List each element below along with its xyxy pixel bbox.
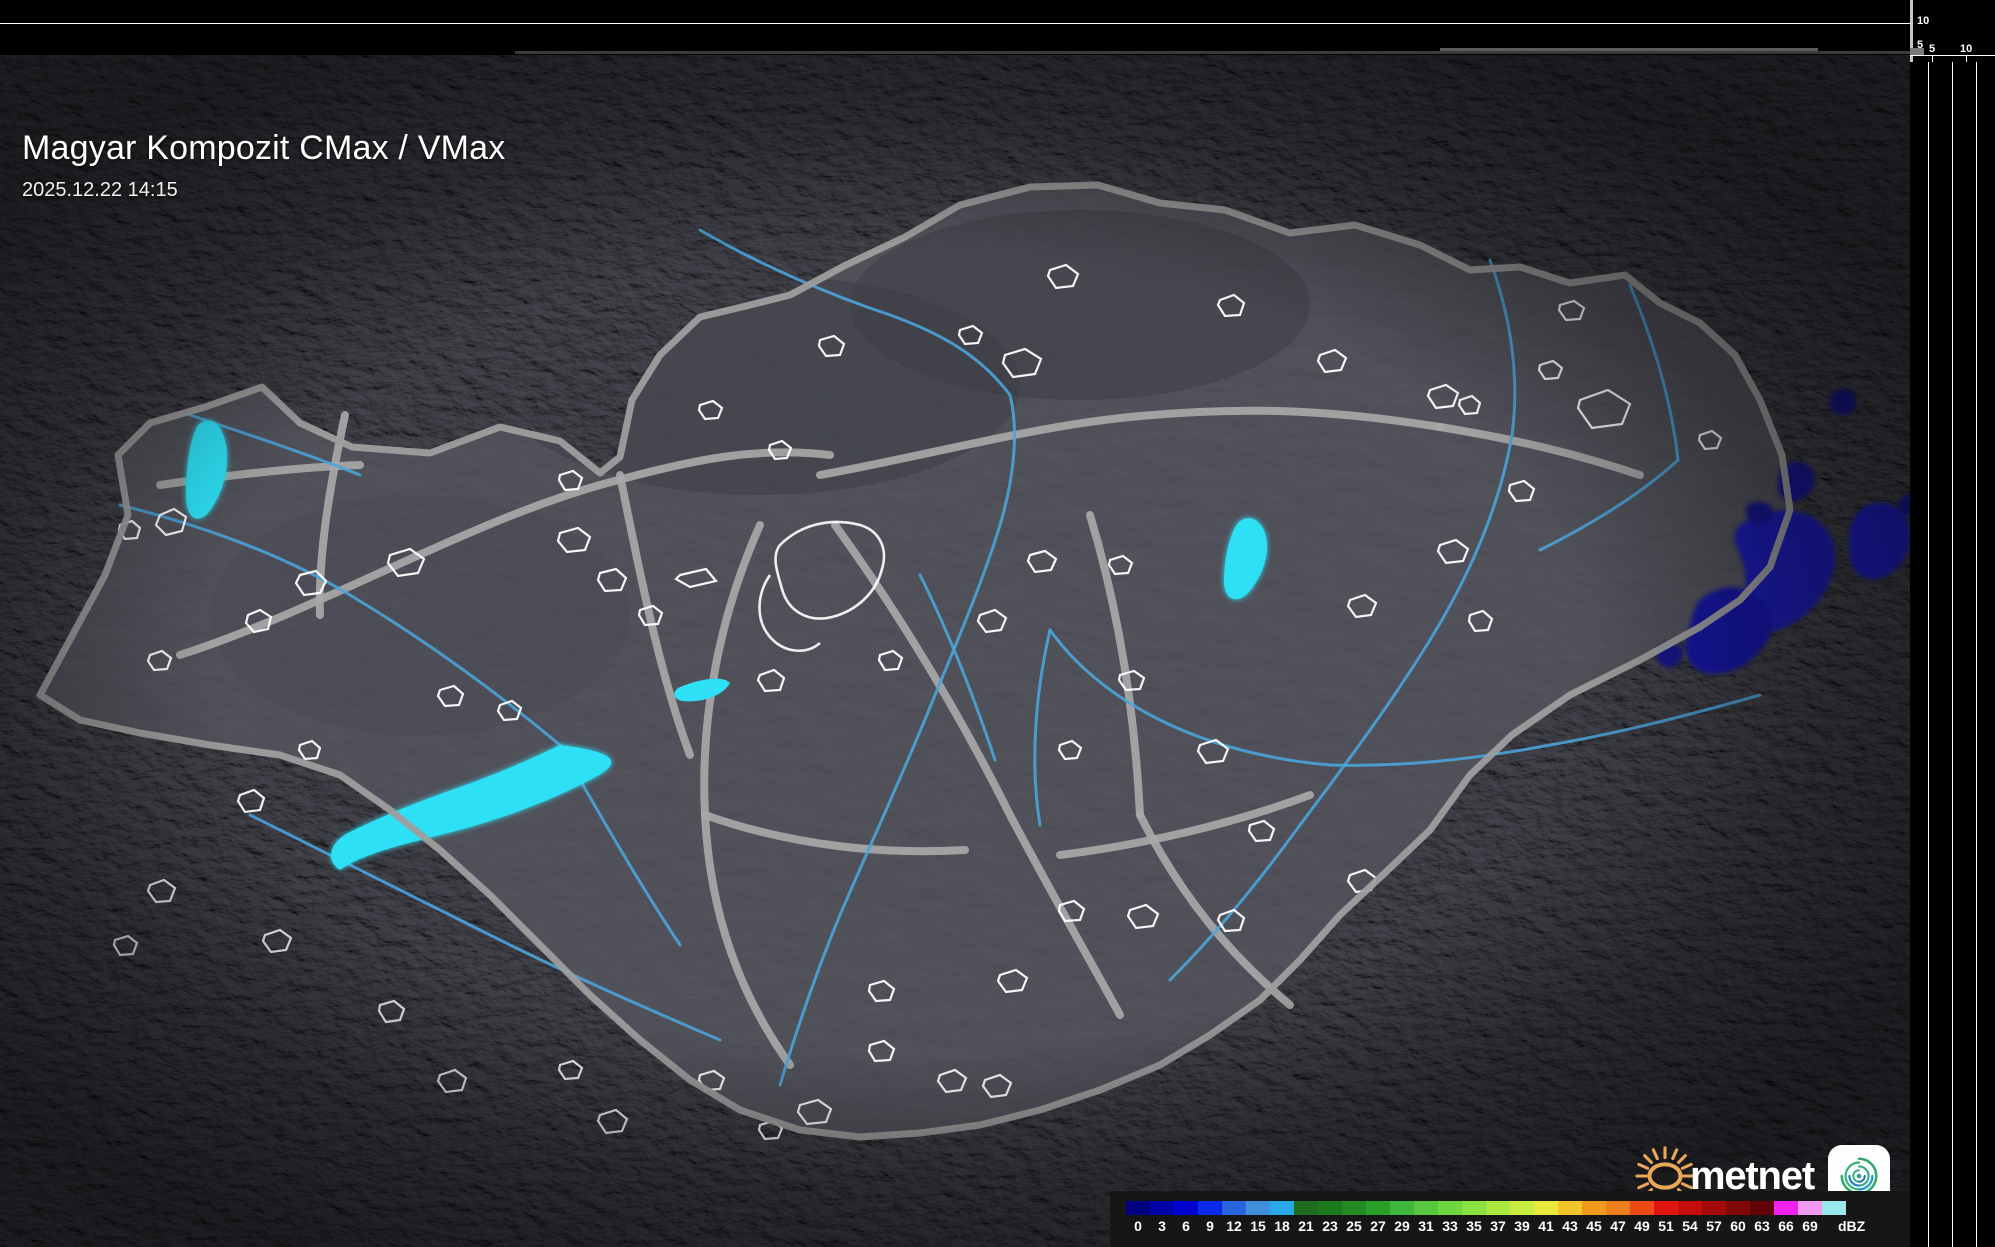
- radar-echo-east: [1848, 502, 1910, 580]
- cross-section-x-axis: [1910, 55, 1995, 56]
- dbz-tick-label: 9: [1206, 1218, 1214, 1234]
- cross-section-x-tickmark-10: [1966, 56, 1967, 64]
- dbz-swatch: [1486, 1201, 1510, 1215]
- dbz-swatch: [1798, 1201, 1822, 1215]
- hungary-border: [36, 181, 1794, 1141]
- dbz-tick-label: 27: [1370, 1218, 1386, 1234]
- dbz-swatch: [1678, 1201, 1702, 1215]
- dbz-tick-label: 37: [1490, 1218, 1506, 1234]
- radar-map-canvas[interactable]: Magyar Kompozit CMax / VMax 2025.12.22 1…: [0, 55, 1910, 1247]
- dbz-swatch: [1342, 1201, 1366, 1215]
- county-boundary-layer: [758, 520, 886, 652]
- panel-divider-3: [1976, 62, 1977, 1247]
- dbz-swatch-strip: [1126, 1201, 1846, 1215]
- dbz-tick-label: 66: [1778, 1218, 1794, 1234]
- dbz-tick-label: 31: [1418, 1218, 1434, 1234]
- dbz-swatch: [1462, 1201, 1486, 1215]
- dbz-swatch: [1822, 1201, 1846, 1215]
- dbz-swatch: [1606, 1201, 1630, 1215]
- dbz-swatch: [1702, 1201, 1726, 1215]
- dbz-tick-label: 51: [1658, 1218, 1674, 1234]
- page-title: Magyar Kompozit CMax / VMax: [22, 129, 506, 167]
- dbz-color-scale: 0 3 6 9 12 15 18 21 23 25 27 29 31 33 35 37 39 41 43 45 47 49…: [1110, 1191, 1910, 1247]
- dbz-swatch: [1630, 1201, 1654, 1215]
- dbz-tick-label: 12: [1226, 1218, 1242, 1234]
- dbz-swatch: [1558, 1201, 1582, 1215]
- dbz-tick-label: 35: [1466, 1218, 1482, 1234]
- dbz-swatch: [1246, 1201, 1270, 1215]
- dbz-tick-label: 57: [1706, 1218, 1722, 1234]
- dbz-tick-label: 54: [1682, 1218, 1698, 1234]
- cross-section-x-tick-10: 10: [1960, 43, 1973, 55]
- map-title-block: Magyar Kompozit CMax / VMax 2025.12.22 1…: [22, 129, 506, 202]
- dbz-tick-label: 39: [1514, 1218, 1530, 1234]
- dbz-tick-label: 0: [1134, 1218, 1142, 1234]
- dbz-swatch: [1750, 1201, 1774, 1215]
- dbz-swatch: [1174, 1201, 1198, 1215]
- cross-section-y-axis: [1910, 0, 1913, 62]
- dbz-tick-label: 18: [1274, 1218, 1290, 1234]
- dbz-tick-label: 60: [1730, 1218, 1746, 1234]
- dbz-swatch: [1654, 1201, 1678, 1215]
- dbz-tick-label: 29: [1394, 1218, 1410, 1234]
- dbz-swatch: [1318, 1201, 1342, 1215]
- cross-section-axis-corner: [1910, 48, 1924, 55]
- dbz-tick-label: 25: [1346, 1218, 1362, 1234]
- vertical-cross-section-panel: [0, 0, 1910, 47]
- dbz-swatch: [1726, 1201, 1750, 1215]
- cross-section-y-tick-10: 10: [1917, 15, 1930, 27]
- dbz-tick-label: 43: [1562, 1218, 1578, 1234]
- timestamp-label: 2025.12.22 14:15: [22, 179, 178, 202]
- dbz-swatch: [1510, 1201, 1534, 1215]
- cross-section-gridline-10: [0, 23, 1910, 24]
- dbz-tick-label: 15: [1250, 1218, 1266, 1234]
- right-side-panels: [1910, 62, 1995, 1247]
- dbz-swatch: [1582, 1201, 1606, 1215]
- dbz-tick-label: 69: [1802, 1218, 1818, 1234]
- dbz-tick-label: 47: [1610, 1218, 1626, 1234]
- dbz-tick-label: 63: [1754, 1218, 1770, 1234]
- dbz-swatch: [1366, 1201, 1390, 1215]
- dbz-swatch: [1414, 1201, 1438, 1215]
- dbz-swatch: [1294, 1201, 1318, 1215]
- dbz-swatch: [1126, 1201, 1150, 1215]
- dbz-tick-label: 45: [1586, 1218, 1602, 1234]
- dbz-swatch: [1774, 1201, 1798, 1215]
- dbz-swatch: [1222, 1201, 1246, 1215]
- brand-name: metnet: [1690, 1153, 1815, 1198]
- dbz-swatch: [1270, 1201, 1294, 1215]
- map-vector-layer: [0, 55, 1910, 1247]
- cross-section-bar-base: [515, 51, 1910, 54]
- dbz-swatch: [1438, 1201, 1462, 1215]
- road-network-layer: [156, 406, 1644, 1069]
- settlement-outline-layer: [112, 263, 1723, 1141]
- dbz-tick-label: 6: [1182, 1218, 1190, 1234]
- dbz-tick-label: 41: [1538, 1218, 1554, 1234]
- cross-section-x-tickmark-5: [1932, 56, 1933, 64]
- dbz-swatch: [1198, 1201, 1222, 1215]
- dbz-unit-label: dBZ: [1838, 1218, 1866, 1234]
- dbz-tick-label: 33: [1442, 1218, 1458, 1234]
- dbz-tick-label: 23: [1322, 1218, 1338, 1234]
- cross-section-x-tick-5: 5: [1929, 43, 1936, 55]
- lakes-layer: [186, 420, 1268, 870]
- dbz-swatch: [1390, 1201, 1414, 1215]
- lake-velencei: [674, 678, 730, 702]
- dbz-tick-label: 3: [1158, 1218, 1166, 1234]
- cross-section-y-tick-5: 5: [1917, 39, 1924, 51]
- dbz-tick-label: 49: [1634, 1218, 1650, 1234]
- dbz-swatch: [1534, 1201, 1558, 1215]
- panel-divider-2: [1952, 62, 1953, 1247]
- dbz-tick-label: 21: [1298, 1218, 1314, 1234]
- dbz-swatch: [1150, 1201, 1174, 1215]
- panel-divider-1: [1928, 62, 1929, 1247]
